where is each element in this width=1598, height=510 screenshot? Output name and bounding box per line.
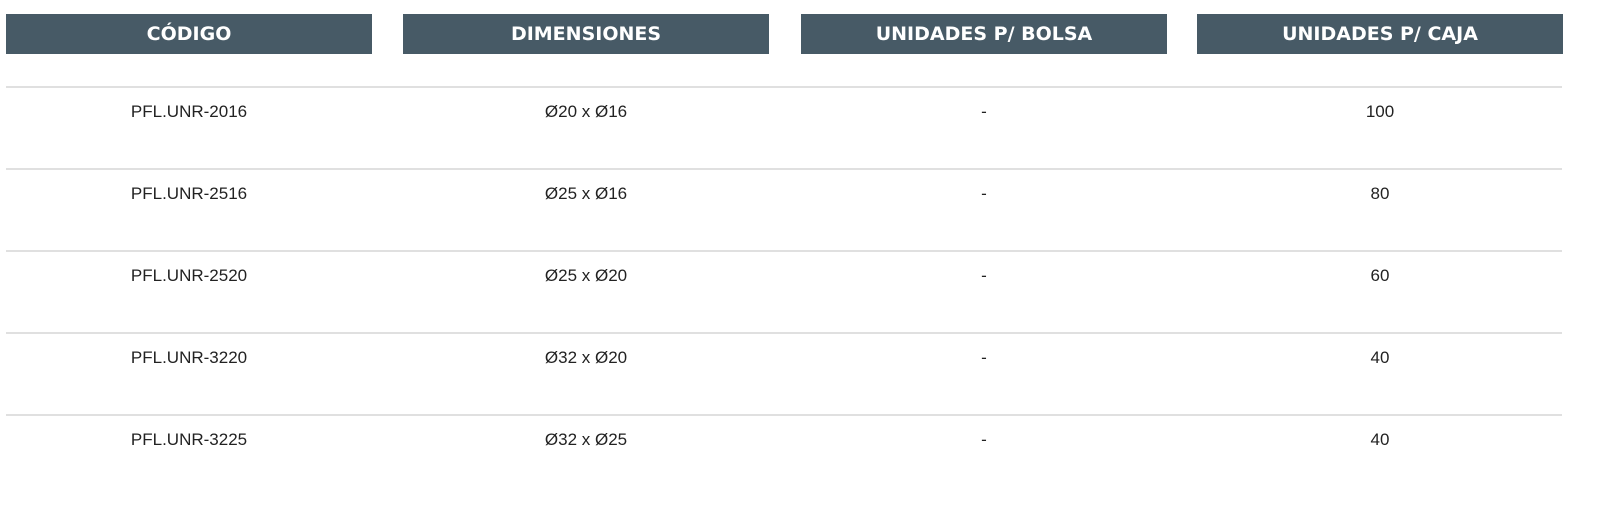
row-divider	[6, 332, 1562, 334]
table-cell: -	[981, 348, 987, 367]
column-header: CÓDIGO	[6, 14, 372, 54]
table-cell: 80	[1370, 184, 1390, 203]
column-header: DIMENSIONES	[403, 14, 769, 54]
row-divider	[6, 168, 1562, 170]
table-cell: Ø25 x Ø20	[544, 266, 628, 285]
row-divider	[6, 86, 1562, 88]
table-cell: 60	[1370, 266, 1390, 285]
table-cell: 100	[1365, 102, 1395, 121]
row-divider	[6, 250, 1562, 252]
table-cell: 40	[1370, 348, 1390, 367]
column-header: UNIDADES P/ CAJA	[1197, 14, 1563, 54]
table-cell: PFL.UNR-2516	[130, 184, 248, 203]
table-cell: Ø32 x Ø25	[544, 430, 628, 449]
row-divider	[6, 414, 1562, 416]
table-cell: -	[981, 430, 987, 449]
table-cell: -	[981, 266, 987, 285]
table-cell: -	[981, 102, 987, 121]
table-cell: Ø25 x Ø16	[544, 184, 628, 203]
table-cell: Ø20 x Ø16	[544, 102, 628, 121]
table-cell: Ø32 x Ø20	[544, 348, 628, 367]
table-cell: 40	[1370, 430, 1390, 449]
table-cell: PFL.UNR-3225	[130, 430, 248, 449]
table-cell: PFL.UNR-2016	[130, 102, 248, 121]
table-cell: -	[981, 184, 987, 203]
table-cell: PFL.UNR-2520	[130, 266, 248, 285]
table-cell: PFL.UNR-3220	[130, 348, 248, 367]
column-header: UNIDADES P/ BOLSA	[801, 14, 1167, 54]
